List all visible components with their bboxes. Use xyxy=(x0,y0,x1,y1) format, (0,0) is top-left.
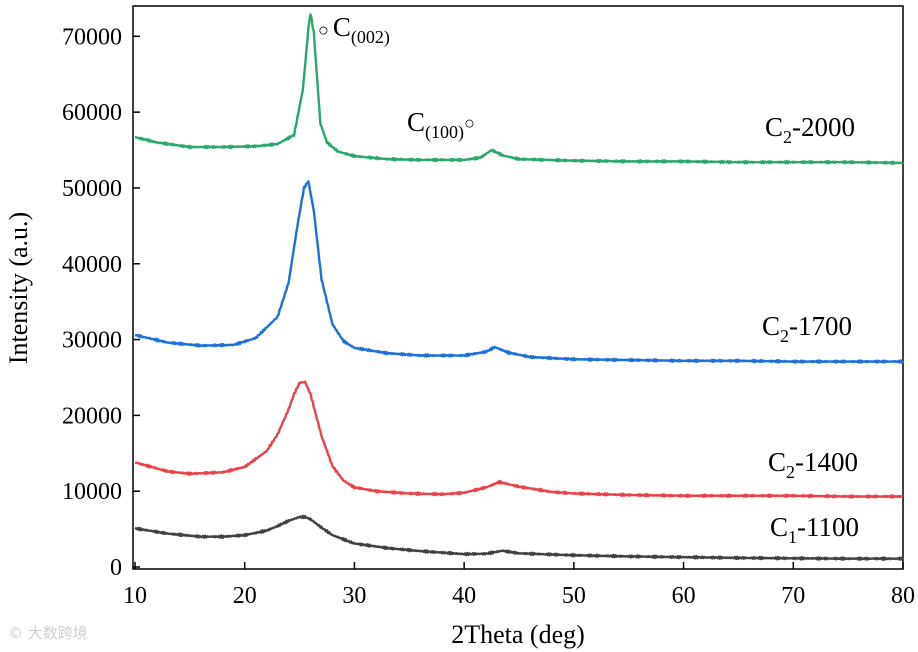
x-tick-label-80: 80 xyxy=(891,583,915,609)
axis-ticks: 10 20 30 40 50 60 70 80 0 10000 20000 30000 40000 500… xyxy=(62,24,915,609)
y-tick-label-50000: 50000 xyxy=(62,176,122,202)
series-label-c2-2000: C2-2000 xyxy=(765,112,855,147)
y-tick-label-20000: 20000 xyxy=(62,403,122,429)
y-tick-label-70000: 70000 xyxy=(62,24,122,50)
peak-label-c100: C(100)○ xyxy=(407,107,475,143)
x-tick-label-50: 50 xyxy=(562,583,586,609)
x-tick-label-30: 30 xyxy=(342,583,366,609)
x-tick-label-40: 40 xyxy=(452,583,476,609)
y-tick-label-30000: 30000 xyxy=(62,328,122,354)
x-axis-title: 2Theta (deg) xyxy=(451,620,585,649)
series-group xyxy=(134,13,905,561)
y-tick-label-10000: 10000 xyxy=(62,479,122,505)
series-label-c2-1400: C2-1400 xyxy=(768,447,858,482)
x-tick-label-10: 10 xyxy=(123,583,147,609)
series-label-c1-1100: C1-1100 xyxy=(770,512,859,547)
x-tick-label-20: 20 xyxy=(233,583,257,609)
x-tick-label-60: 60 xyxy=(672,583,696,609)
series-label-c2-1700: C2-1700 xyxy=(762,311,852,346)
plot-frame xyxy=(132,5,904,570)
series-line-c2-1700 xyxy=(134,180,905,364)
series-line-c1-1100 xyxy=(134,514,904,561)
series-line-c2-2000 xyxy=(134,13,904,166)
y-tick-label-0: 0 xyxy=(110,555,122,581)
series-line-c2-1400 xyxy=(134,380,904,499)
peak-label-c002: ○ C(002) xyxy=(318,12,390,48)
y-tick-label-60000: 60000 xyxy=(62,100,122,126)
y-tick-label-40000: 40000 xyxy=(62,252,122,278)
watermark: © 大数跨境 xyxy=(8,624,88,642)
y-axis-title: Intensity (a.u.) xyxy=(4,212,33,364)
x-tick-label-70: 70 xyxy=(781,583,805,609)
